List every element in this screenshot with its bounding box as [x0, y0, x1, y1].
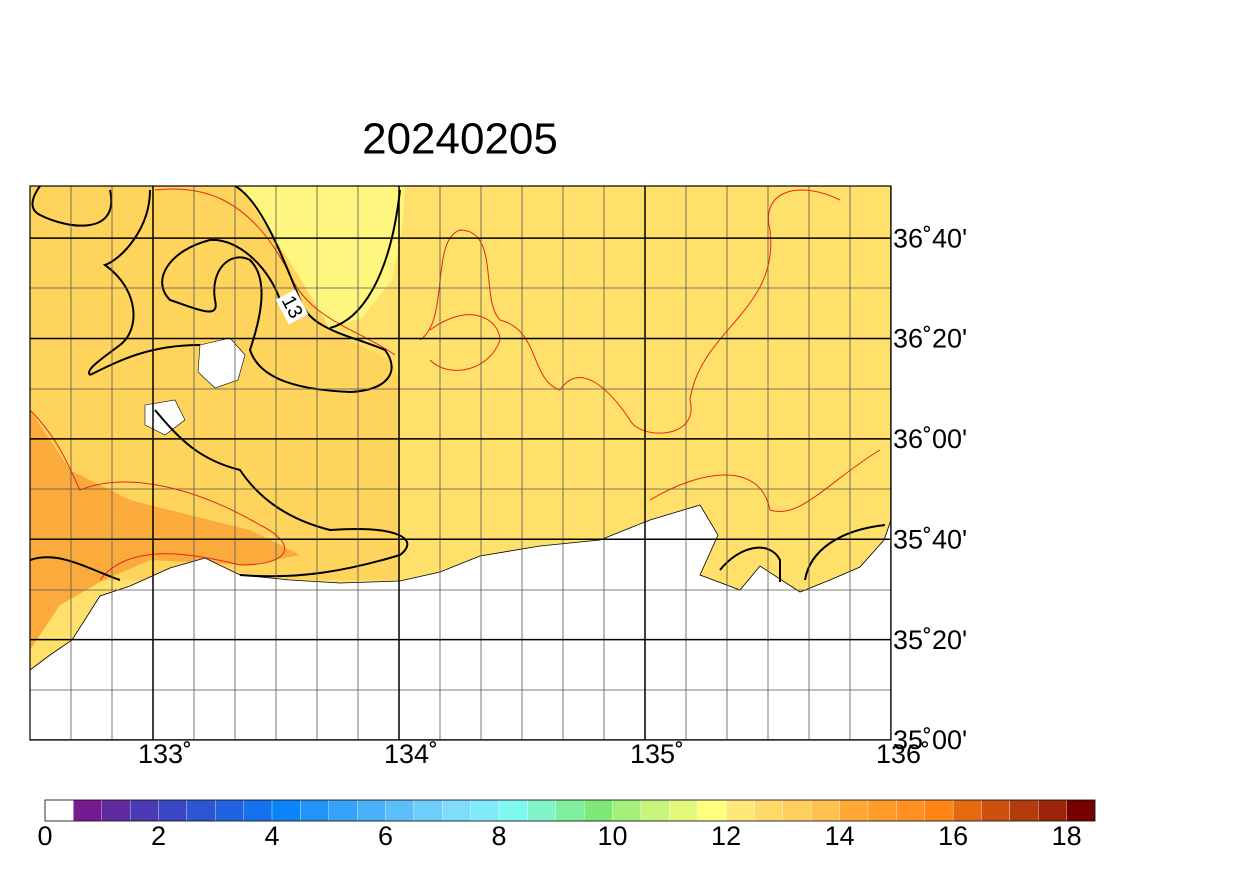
x-tick-label: 136˚ — [876, 739, 930, 769]
colorbar-box — [1038, 799, 1067, 822]
y-tick-label: 36˚00' — [893, 424, 967, 454]
colorbar-label: 0 — [37, 821, 52, 851]
contours-major — [30, 186, 886, 582]
colorbar-box — [186, 799, 216, 822]
colorbar-box — [1066, 799, 1096, 822]
colorbar-box — [725, 799, 755, 822]
colorbar-box — [697, 799, 727, 822]
colorbar-box — [442, 799, 471, 822]
colorbar-box — [271, 799, 301, 822]
colorbar-label: 16 — [938, 821, 968, 851]
map-area: 13 — [30, 186, 891, 740]
colorbar-label: 12 — [711, 821, 741, 851]
minor-grid — [30, 186, 891, 740]
x-tick-label: 134˚ — [384, 739, 438, 769]
colorbar-box — [44, 799, 74, 822]
y-tick-label: 36˚40' — [893, 223, 967, 253]
colorbar-label: 10 — [598, 821, 628, 851]
colorbar-label: 6 — [378, 821, 393, 851]
colorbar-box — [640, 799, 670, 822]
y-tick-label: 35˚40' — [893, 524, 967, 554]
colorbar-box — [527, 799, 556, 822]
colorbar-box — [243, 799, 273, 822]
colorbar-box — [300, 799, 329, 822]
colorbar-box — [498, 799, 528, 822]
colorbar-box — [782, 799, 812, 822]
colorbar-box — [470, 799, 500, 822]
x-tick-label: 133˚ — [138, 739, 192, 769]
colorbar-box — [867, 799, 897, 822]
colorbar-label: 2 — [151, 821, 166, 851]
colorbar-label: 8 — [492, 821, 507, 851]
colorbar-box — [413, 799, 443, 822]
y-tick-label: 36˚20' — [893, 324, 967, 354]
contours-fine — [30, 188, 881, 581]
colorbar-box — [129, 799, 159, 822]
colorbar-box — [839, 799, 869, 822]
colorbar-label: 4 — [265, 821, 280, 851]
warmer-region — [30, 410, 300, 650]
island — [144, 399, 186, 436]
colorbar-box — [1009, 799, 1039, 822]
colorbar-box — [328, 799, 358, 822]
plot-frame — [29, 185, 892, 741]
colorbar-box — [811, 799, 840, 822]
colorbar-box — [385, 799, 415, 822]
colorbar-box — [555, 799, 585, 822]
colorbar-frame — [44, 799, 1096, 822]
colorbar-box — [952, 799, 982, 822]
colorbar-box — [924, 799, 954, 822]
colorbar-box — [215, 799, 244, 822]
colorbar-box — [896, 799, 925, 822]
colorbar-box — [357, 799, 386, 822]
x-tick-label: 135˚ — [630, 739, 684, 769]
colorbar-box — [584, 799, 613, 822]
colorbar-box — [101, 799, 131, 822]
colorbar-box — [981, 799, 1011, 822]
colorbar-box — [158, 799, 188, 822]
y-tick-label: 35˚00' — [893, 725, 967, 755]
colorbar-box — [73, 799, 102, 822]
cool-region — [240, 186, 405, 328]
map-title: 20240205 — [362, 115, 558, 164]
colorbar-box — [754, 799, 783, 822]
colorbar-label: 14 — [825, 821, 855, 851]
colorbar-box — [669, 799, 698, 822]
y-tick-label: 35˚20' — [893, 625, 967, 655]
colorbar-box — [612, 799, 642, 822]
colorbar-label: 18 — [1052, 821, 1082, 851]
